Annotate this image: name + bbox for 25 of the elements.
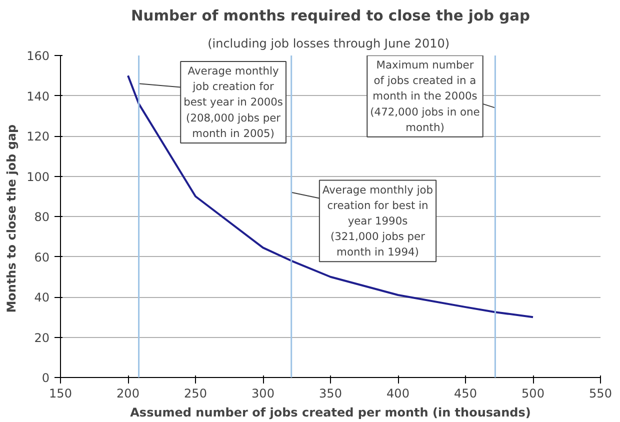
annotation: Maximum number of jobs created in a month in the 2000s (472,000 jobs in one month) <box>370 58 480 134</box>
y-tick-label: 100 <box>26 170 50 184</box>
y-tick-label: 160 <box>26 49 50 63</box>
y-tick-label: 140 <box>26 89 50 104</box>
x-tick-label: 450 <box>454 386 477 400</box>
x-tick-label: 250 <box>184 386 207 400</box>
x-tick-label: 400 <box>386 386 410 400</box>
x-tick-label: 550 <box>589 386 612 400</box>
y-tick-label: 80 <box>34 210 50 224</box>
y-tick-label: 20 <box>34 330 50 345</box>
x-tick-label: 350 <box>319 386 342 400</box>
x-tick-label: 300 <box>252 386 274 400</box>
x-tick-label: 150 <box>49 386 72 400</box>
annotation: Average monthly job creation for best in year 1990s (321,000 jobs per month in 1994) <box>322 183 434 259</box>
y-axis-title: Months to close the job gap <box>4 124 19 313</box>
chart-title: Number of months required to close the job gap <box>131 8 530 24</box>
annotation: Average monthly job creation for best year in 2000s (208,000 jobs per month in 2005) <box>184 64 284 140</box>
y-tick-label: 60 <box>34 250 50 264</box>
y-tick-label: 0 <box>42 371 50 385</box>
y-tick-label: 120 <box>26 130 50 144</box>
x-axis-title: Assumed number of jobs created per month (in thousands) <box>130 406 531 420</box>
y-tick-label: 40 <box>34 290 50 304</box>
chart-subtitle: (including job losses through June 2010) <box>208 36 450 50</box>
x-tick-label: 200 <box>116 386 140 400</box>
x-tick-label: 500 <box>522 386 544 400</box>
